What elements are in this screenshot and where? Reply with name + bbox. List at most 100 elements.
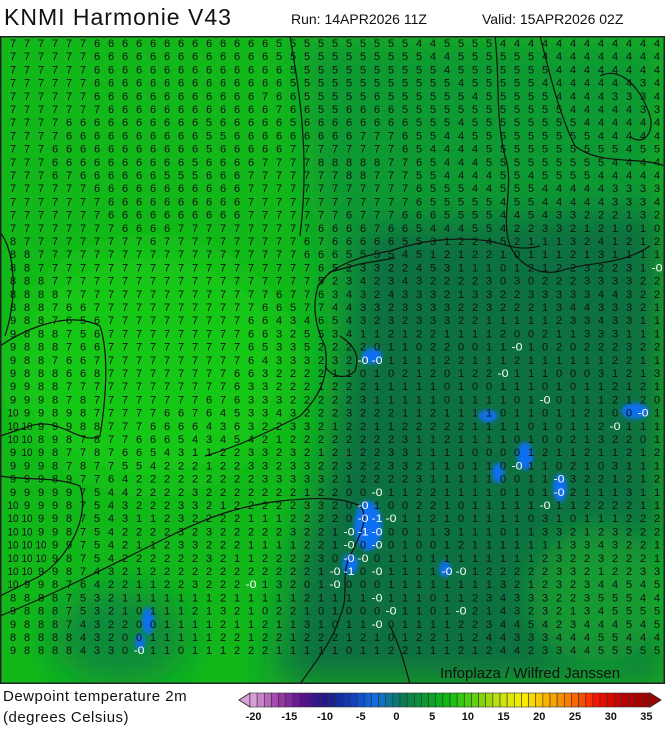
grid-row: 8 7 7 7 7 7 7 7 7 7 6 7 7 7 7 7 7 7 7 7 … <box>10 236 660 248</box>
grid-value: 2 <box>192 513 198 525</box>
grid-value: 7 <box>318 236 324 248</box>
grid-value: 6 <box>164 183 170 195</box>
grid-value: 10 <box>8 566 19 578</box>
grid-value: 2 <box>234 632 240 644</box>
grid-value: 7 <box>122 315 128 327</box>
grid-value: 7 <box>52 196 58 208</box>
grid-value: 7 <box>206 315 212 327</box>
grid-value: 1 <box>262 513 268 525</box>
grid-value: 1 <box>374 381 380 393</box>
grid-value: 3 <box>192 579 198 591</box>
grid-value: 1 <box>458 447 464 459</box>
grid-value: 3 <box>472 289 478 301</box>
grid-value: 6 <box>178 196 184 208</box>
grid-value: 6 <box>248 355 254 367</box>
grid-value: 6 <box>122 210 128 222</box>
grid-value: 2 <box>654 474 660 486</box>
grid-value: 6 <box>234 196 240 208</box>
grid-value: -0 <box>358 513 369 525</box>
grid-value: 0 <box>570 342 576 354</box>
grid-value: 1 <box>542 487 548 499</box>
grid-value: 6 <box>304 130 310 142</box>
grid-value: 1 <box>598 447 604 459</box>
grid-value: 2 <box>472 632 478 644</box>
grid-value: 2 <box>402 368 408 380</box>
grid-value: 5 <box>500 236 506 248</box>
grid-value: 0 <box>500 474 506 486</box>
grid-value: 4 <box>598 183 604 195</box>
grid-value: 5 <box>430 91 436 103</box>
grid-value: 5 <box>220 130 226 142</box>
grid-value: 2 <box>514 223 520 235</box>
grid-value: 2 <box>108 606 114 618</box>
grid-value: 5 <box>528 104 534 116</box>
grid-value: 0 <box>444 381 450 393</box>
grid-value: 5 <box>346 38 352 50</box>
grid-value: 7 <box>262 223 268 235</box>
grid-value: 6 <box>108 474 114 486</box>
grid-value: 5 <box>304 51 310 63</box>
grid-value: 7 <box>52 64 58 76</box>
grid-value: 2 <box>262 632 268 644</box>
grid-value: 2 <box>234 474 240 486</box>
grid-value: 2 <box>486 368 492 380</box>
grid-value: 4 <box>612 157 618 169</box>
grid-value: 5 <box>346 91 352 103</box>
grid-value: 2 <box>444 289 450 301</box>
grid-value: 2 <box>598 210 604 222</box>
grid-value: 4 <box>430 51 436 63</box>
grid-value: 1 <box>430 619 436 631</box>
grid-value: 2 <box>598 262 604 274</box>
grid-value: 3 <box>290 526 296 538</box>
grid-value: 2 <box>654 289 660 301</box>
grid-value: 3 <box>402 447 408 459</box>
grid-value: 7 <box>136 368 142 380</box>
grid-value: 2 <box>374 276 380 288</box>
grid-value: 4 <box>556 38 562 50</box>
grid-value: 2 <box>416 632 422 644</box>
grid-value: 3 <box>444 262 450 274</box>
grid-value: 2 <box>220 540 226 552</box>
grid-value: 3 <box>598 368 604 380</box>
grid-value: 6 <box>80 579 86 591</box>
grid-value: 8 <box>24 368 30 380</box>
grid-value: 6 <box>122 130 128 142</box>
grid-value: 2 <box>598 421 604 433</box>
grid-value: 7 <box>374 210 380 222</box>
grid-value: 1 <box>332 592 338 604</box>
grid-value: 7 <box>374 196 380 208</box>
grid-value: 1 <box>472 579 478 591</box>
grid-value: 1 <box>472 262 478 274</box>
grid-value: 0 <box>570 513 576 525</box>
grid-value: 3 <box>654 104 660 116</box>
colorbar-swatch <box>285 692 294 708</box>
grid-value: 7 <box>192 223 198 235</box>
grid-value: 1 <box>388 566 394 578</box>
grid-value: 5 <box>486 210 492 222</box>
grid-value: 6 <box>108 38 114 50</box>
grid-value: 7 <box>276 183 282 195</box>
grid-value: 1 <box>556 355 562 367</box>
grid-value: 8 <box>52 328 58 340</box>
grid-value: 1 <box>346 619 352 631</box>
grid-value: 7 <box>206 236 212 248</box>
grid-value: 2 <box>472 315 478 327</box>
grid-value: 6 <box>178 421 184 433</box>
grid-value: 0 <box>374 579 380 591</box>
grid-value: 2 <box>262 619 268 631</box>
colorbar-swatch <box>613 692 622 708</box>
grid-value: 2 <box>374 460 380 472</box>
grid-value: 1 <box>220 645 226 657</box>
grid-value: 9 <box>38 474 44 486</box>
grid-value: 6 <box>248 38 254 50</box>
grid-value: 1 <box>500 553 506 565</box>
grid-value: 8 <box>24 645 30 657</box>
grid-value: 6 <box>150 91 156 103</box>
grid-value: 4 <box>80 619 86 631</box>
colorbar-swatch <box>513 692 522 708</box>
grid-value: 4 <box>570 196 576 208</box>
grid-value: -0 <box>372 526 383 538</box>
grid-value: 3 <box>192 500 198 512</box>
grid-value: 7 <box>24 223 30 235</box>
grid-value: 1 <box>500 249 506 261</box>
